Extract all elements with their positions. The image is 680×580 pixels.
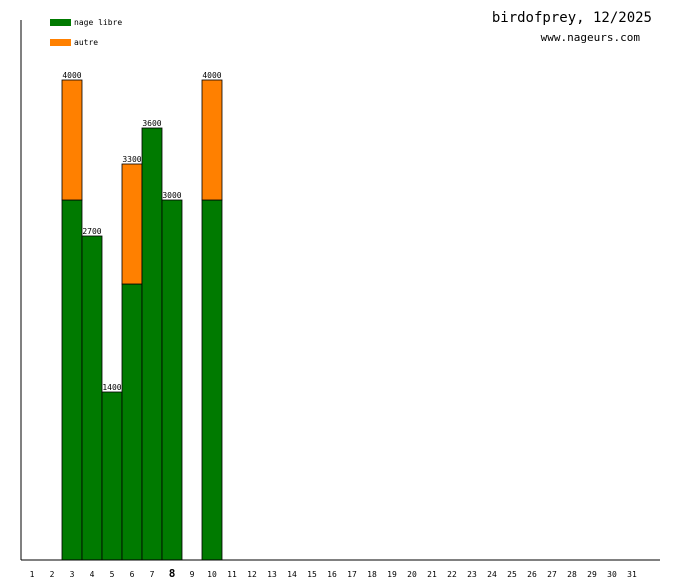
x-tick-label-day-1: 1 (30, 570, 35, 579)
value-label-day-8: 3000 (162, 191, 181, 200)
x-tick-label-day-14: 14 (287, 570, 297, 579)
x-tick-label-day-6: 6 (130, 570, 135, 579)
x-tick-label-day-28: 28 (567, 570, 577, 579)
bar-nage-libre-day-7 (141, 127, 163, 561)
legend-label-autre: autre (74, 38, 98, 47)
x-tick-labels: 1 2 3 4 5 6 7 8 9 10 11 12 13 14 15 16 17 18 19 20 21 22 23 24 2… (30, 567, 637, 580)
x-tick-label-day-15: 15 (307, 570, 317, 579)
bar-autre-day-6 (121, 163, 143, 285)
x-tick-label-day-5: 5 (110, 570, 115, 579)
x-tick-label-day-9: 9 (190, 570, 195, 579)
x-tick-label-day-31: 31 (627, 570, 637, 579)
legend-swatch-nage-libre (50, 19, 71, 26)
x-tick-label-day-8: 8 (169, 567, 176, 580)
x-tick-label-day-24: 24 (487, 570, 497, 579)
x-tick-label-day-30: 30 (607, 570, 617, 579)
value-label-day-6: 3300 (122, 155, 141, 164)
x-tick-label-day-26: 26 (527, 570, 537, 579)
value-label-day-3: 4000 (62, 71, 81, 80)
bar-nage-libre-day-5 (101, 391, 123, 561)
x-tick-label-day-12: 12 (247, 570, 257, 579)
x-tick-label-day-17: 17 (347, 570, 357, 579)
x-tick-label-day-3: 3 (70, 570, 75, 579)
x-tick-label-day-27: 27 (547, 570, 557, 579)
site-url: www.nageurs.com (541, 31, 641, 44)
value-label-day-4: 2700 (82, 227, 101, 236)
value-label-day-5: 1400 (102, 383, 121, 392)
bar-nage-libre-day-10 (201, 199, 223, 561)
bar-nage-libre-day-6 (121, 283, 143, 561)
chart-title: birdofprey, 12/2025 (492, 10, 652, 26)
value-label-day-7: 3600 (142, 119, 161, 128)
x-tick-label-day-21: 21 (427, 570, 437, 579)
x-tick-label-day-19: 19 (387, 570, 397, 579)
x-tick-label-day-16: 16 (327, 570, 337, 579)
x-tick-label-day-13: 13 (267, 570, 277, 579)
value-label-day-10: 4000 (202, 71, 221, 80)
x-tick-label-day-11: 11 (227, 570, 237, 579)
bar-autre-day-3 (61, 79, 83, 201)
bar-nage-libre-day-8 (161, 199, 183, 561)
bar-autre-day-10 (201, 79, 223, 201)
bars-layer (61, 79, 223, 561)
legend-swatch-autre (50, 39, 71, 46)
x-tick-label-day-23: 23 (467, 570, 477, 579)
x-tick-label-day-10: 10 (207, 570, 217, 579)
legend-label-nage-libre: nage libre (74, 18, 122, 27)
x-tick-label-day-22: 22 (447, 570, 457, 579)
x-tick-label-day-25: 25 (507, 570, 517, 579)
x-tick-label-day-20: 20 (407, 570, 417, 579)
x-tick-label-day-2: 2 (50, 570, 55, 579)
x-tick-label-day-7: 7 (150, 570, 155, 579)
bar-nage-libre-day-3 (61, 199, 83, 561)
bar-nage-libre-day-4 (81, 235, 103, 561)
x-tick-label-day-29: 29 (587, 570, 597, 579)
value-labels-layer: 4000 2700 1400 3300 3600 3000 4000 (62, 71, 221, 392)
x-tick-label-day-18: 18 (367, 570, 377, 579)
x-tick-label-day-4: 4 (90, 570, 95, 579)
legend: nage libre autre (50, 18, 122, 47)
